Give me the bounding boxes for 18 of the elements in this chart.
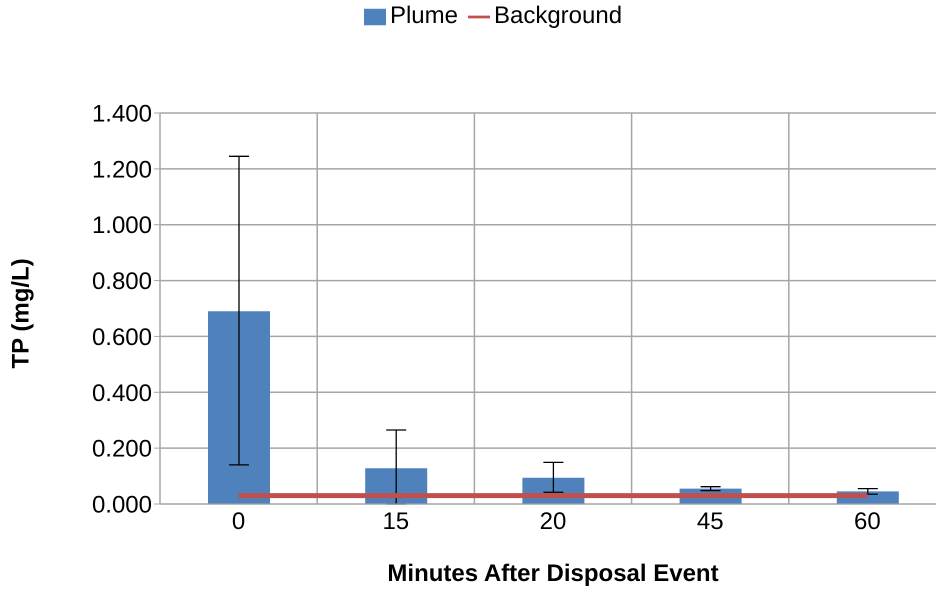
x-axis-title: Minutes After Disposal Event (387, 560, 719, 587)
legend-label: Plume (390, 2, 458, 29)
y-tick-label: 1.200 (92, 156, 152, 184)
y-tick-label: 1.400 (92, 100, 152, 128)
y-axis-title: TP (mg/L) (8, 258, 35, 368)
y-tick-label: 0.000 (92, 492, 152, 519)
x-tick-label: 15 (382, 508, 410, 536)
y-tick-label: 1.000 (92, 212, 152, 240)
x-tick-label: 20 (540, 508, 566, 536)
x-tick-label: 45 (696, 508, 724, 536)
x-tick-label: 60 (854, 508, 881, 536)
y-tick-label: 0.800 (92, 268, 152, 296)
legend-label: Background (494, 2, 622, 29)
x-tick-label: 0 (232, 508, 246, 536)
y-tick-label: 0.200 (92, 436, 152, 463)
y-tick-label: 0.600 (92, 324, 152, 351)
y-tick-label: 0.400 (92, 380, 152, 407)
bar (208, 311, 270, 504)
